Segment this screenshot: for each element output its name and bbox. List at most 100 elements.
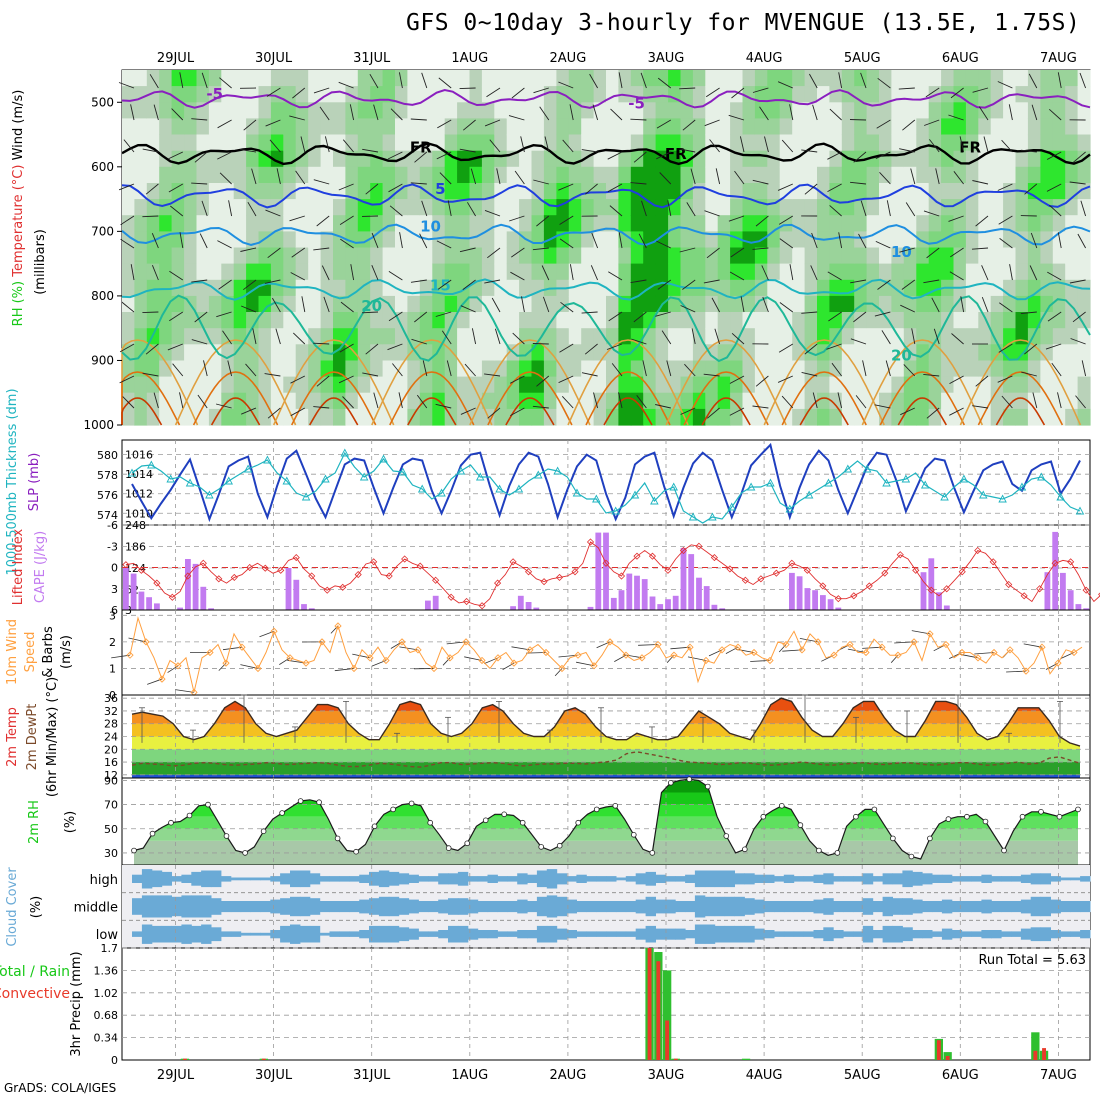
rh-cell <box>233 118 247 136</box>
rh-cell <box>978 150 992 168</box>
rh-cell <box>879 344 892 361</box>
cloud-bar <box>1011 931 1022 937</box>
rh-cell <box>295 199 309 216</box>
precip-total-bar <box>663 970 672 1060</box>
wind-barb <box>460 407 476 415</box>
rh-cell <box>146 199 160 216</box>
cape-bar <box>943 605 950 610</box>
top-date-label: 2AUG <box>550 51 587 66</box>
rh-point <box>649 850 656 856</box>
rh-cell <box>531 231 545 249</box>
wind-barb <box>812 104 818 121</box>
wind-barb <box>978 106 989 121</box>
wind-barb <box>290 272 306 281</box>
wind-point <box>734 643 742 651</box>
rh-cell <box>829 376 843 394</box>
rh-cell <box>1003 295 1017 313</box>
cloud-bar <box>774 901 785 913</box>
cloud-bar <box>457 871 469 886</box>
rh-cell <box>804 263 818 281</box>
rh-cell <box>854 166 868 184</box>
wind-barb <box>151 233 159 249</box>
rh-cell <box>754 376 768 394</box>
rh-cell <box>159 86 173 103</box>
rh-cell <box>494 215 508 232</box>
wind-point <box>478 656 486 665</box>
wind-barb <box>703 373 720 377</box>
rh-cell <box>965 215 979 232</box>
rh-cell <box>879 134 892 152</box>
rh-cell <box>1027 150 1041 168</box>
rh-cell <box>184 344 198 361</box>
rh-cell <box>146 312 160 329</box>
cloud-bar <box>517 873 528 885</box>
rh-cell <box>953 70 967 87</box>
wind-barb <box>584 343 598 355</box>
rh-cell <box>370 86 384 103</box>
rh-cell <box>345 215 359 232</box>
rh-cell <box>407 150 421 168</box>
wind-barb <box>899 247 915 253</box>
cloud-bar <box>971 876 982 882</box>
wind-barb <box>1045 343 1062 350</box>
rh-point <box>982 818 989 825</box>
rh-cell <box>221 263 235 281</box>
cloud-bar <box>813 874 824 883</box>
rh-cell <box>395 231 408 249</box>
rh-cell <box>146 408 160 426</box>
rh-cell <box>668 183 682 200</box>
thickness-point <box>843 464 853 473</box>
rh-cell <box>903 150 917 168</box>
wind-barb <box>975 215 989 227</box>
rh-cell <box>345 199 359 216</box>
rh-cell <box>742 102 756 119</box>
rh-cell <box>1040 70 1054 87</box>
rh-point <box>334 835 341 842</box>
li-point <box>927 586 935 594</box>
temp-tick-label: 12 <box>104 769 118 782</box>
cloud-bar <box>398 927 410 942</box>
cloud-bar <box>329 901 340 913</box>
cloud-bar <box>536 925 548 943</box>
rh-cell <box>134 408 148 426</box>
rh-cell <box>618 183 632 200</box>
rh-cell <box>246 376 260 394</box>
rh-cell <box>134 150 148 168</box>
wind-barb <box>950 87 964 99</box>
rh-cell <box>407 70 421 87</box>
rh-cell <box>965 86 979 103</box>
rh-cell <box>345 231 359 249</box>
wind-point <box>1006 646 1014 654</box>
isotherm-label: 10 <box>891 243 912 261</box>
cloud-bar <box>309 873 321 885</box>
rh-cell <box>469 183 483 200</box>
wind-barb <box>728 215 745 222</box>
cloud-bar <box>349 901 360 913</box>
rh-cell <box>593 86 607 103</box>
wind-barb <box>532 247 549 251</box>
rh-cell <box>903 215 917 232</box>
rh-cell <box>146 376 160 394</box>
rh-point <box>945 816 952 822</box>
rh-cell <box>568 166 582 184</box>
rh-cell <box>879 86 892 103</box>
thickness-point <box>824 478 833 487</box>
rh-cell <box>1003 263 1017 281</box>
rh-cell <box>320 118 334 136</box>
rh-cell <box>692 295 706 313</box>
rh-cell <box>370 183 384 200</box>
wind-barb <box>874 404 891 409</box>
rh-cell <box>630 295 644 313</box>
wind-barb <box>926 407 940 419</box>
rh-cell <box>618 263 632 281</box>
cloud-bar <box>408 928 419 940</box>
precip-panel-frame <box>121 947 1091 1061</box>
rh-cell <box>606 408 619 426</box>
wind-barb <box>215 403 232 409</box>
cloud-bar <box>754 899 765 914</box>
rh-cell <box>606 360 619 378</box>
precip-legend-convective: Convective <box>0 986 70 1002</box>
cloud-bar <box>655 899 666 914</box>
rh-cell <box>382 102 396 119</box>
rh-cell <box>903 134 917 152</box>
